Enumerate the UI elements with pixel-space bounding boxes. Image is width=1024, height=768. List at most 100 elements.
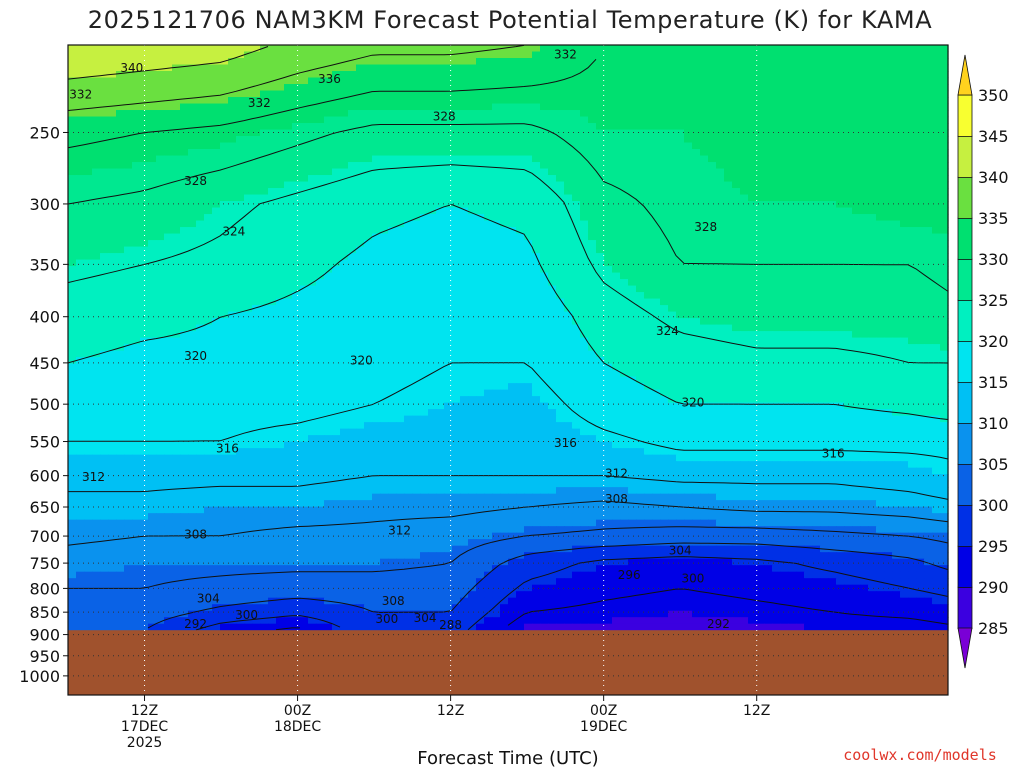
theta-cell xyxy=(580,233,589,241)
theta-cell xyxy=(100,337,109,345)
theta-cell xyxy=(484,103,493,111)
theta-cell xyxy=(348,58,357,66)
theta-cell xyxy=(604,311,613,319)
theta-cell xyxy=(404,201,413,209)
theta-cell xyxy=(780,84,789,92)
theta-cell xyxy=(804,168,813,176)
theta-cell xyxy=(156,194,165,202)
theta-cell xyxy=(260,337,269,345)
theta-cell xyxy=(92,71,101,79)
theta-cell xyxy=(300,253,309,261)
theta-cell xyxy=(796,162,805,170)
theta-cell xyxy=(420,97,429,105)
theta-cell xyxy=(692,71,701,79)
theta-cell xyxy=(460,285,469,293)
theta-cell xyxy=(196,162,205,170)
theta-cell xyxy=(860,253,869,261)
theta-cell xyxy=(404,266,413,274)
theta-cell xyxy=(556,305,565,313)
theta-cell xyxy=(196,142,205,150)
theta-cell xyxy=(308,259,317,267)
theta-cell xyxy=(884,77,893,85)
theta-cell xyxy=(844,272,853,280)
theta-cell xyxy=(876,155,885,163)
theta-cell xyxy=(388,240,397,248)
theta-cell xyxy=(396,90,405,98)
theta-cell xyxy=(68,220,77,228)
theta-cell xyxy=(700,311,709,319)
theta-cell xyxy=(484,227,493,235)
theta-cell xyxy=(252,142,261,150)
theta-cell xyxy=(852,194,861,202)
theta-cell xyxy=(172,97,181,105)
theta-cell xyxy=(588,136,597,144)
theta-cell xyxy=(140,194,149,202)
theta-cell xyxy=(92,285,101,293)
theta-cell xyxy=(308,207,317,215)
theta-cell xyxy=(420,71,429,79)
theta-cell xyxy=(364,259,373,267)
theta-cell xyxy=(340,136,349,144)
theta-cell xyxy=(708,58,717,66)
theta-cell xyxy=(124,272,133,280)
theta-cell xyxy=(716,240,725,248)
theta-cell xyxy=(444,279,453,287)
theta-cell xyxy=(724,71,733,79)
theta-cell xyxy=(604,155,613,163)
theta-cell xyxy=(500,168,509,176)
theta-cell xyxy=(556,110,565,118)
theta-cell xyxy=(220,233,229,241)
theta-cell xyxy=(324,162,333,170)
theta-cell xyxy=(628,71,637,79)
theta-cell xyxy=(132,318,141,326)
theta-cell xyxy=(668,84,677,92)
theta-cell xyxy=(300,188,309,196)
theta-cell xyxy=(268,103,277,111)
theta-cell xyxy=(828,285,837,293)
theta-cell xyxy=(676,227,685,235)
theta-cell xyxy=(404,233,413,241)
theta-cell xyxy=(588,64,597,72)
theta-cell xyxy=(572,292,581,300)
theta-cell xyxy=(132,272,141,280)
theta-cell xyxy=(676,298,685,306)
theta-cell xyxy=(812,253,821,261)
theta-cell xyxy=(68,331,77,339)
theta-cell xyxy=(332,90,341,98)
theta-cell xyxy=(932,97,941,105)
theta-cell xyxy=(108,168,117,176)
theta-cell xyxy=(500,90,509,98)
theta-cell xyxy=(772,136,781,144)
theta-cell xyxy=(284,175,293,183)
theta-cell xyxy=(940,84,949,92)
theta-cell xyxy=(844,149,853,157)
theta-cell xyxy=(212,311,221,319)
theta-cell xyxy=(684,155,693,163)
theta-cell xyxy=(668,129,677,137)
theta-cell xyxy=(308,175,317,183)
theta-cell xyxy=(308,149,317,157)
theta-cell xyxy=(660,84,669,92)
theta-cell xyxy=(924,188,933,196)
theta-cell xyxy=(164,155,173,163)
theta-cell xyxy=(500,194,509,202)
theta-cell xyxy=(772,279,781,287)
theta-cell xyxy=(316,253,325,261)
theta-cell xyxy=(196,220,205,228)
theta-cell xyxy=(620,324,629,332)
theta-cell xyxy=(380,77,389,85)
theta-cell xyxy=(404,58,413,66)
theta-cell xyxy=(820,220,829,228)
theta-cell xyxy=(124,162,133,170)
theta-cell xyxy=(444,188,453,196)
theta-cell xyxy=(276,305,285,313)
theta-cell xyxy=(84,162,93,170)
theta-cell xyxy=(444,110,453,118)
theta-cell xyxy=(676,51,685,59)
theta-cell xyxy=(524,207,533,215)
theta-cell xyxy=(700,227,709,235)
theta-cell xyxy=(108,45,117,53)
theta-cell xyxy=(132,175,141,183)
theta-cell xyxy=(556,272,565,280)
theta-cell xyxy=(700,285,709,293)
